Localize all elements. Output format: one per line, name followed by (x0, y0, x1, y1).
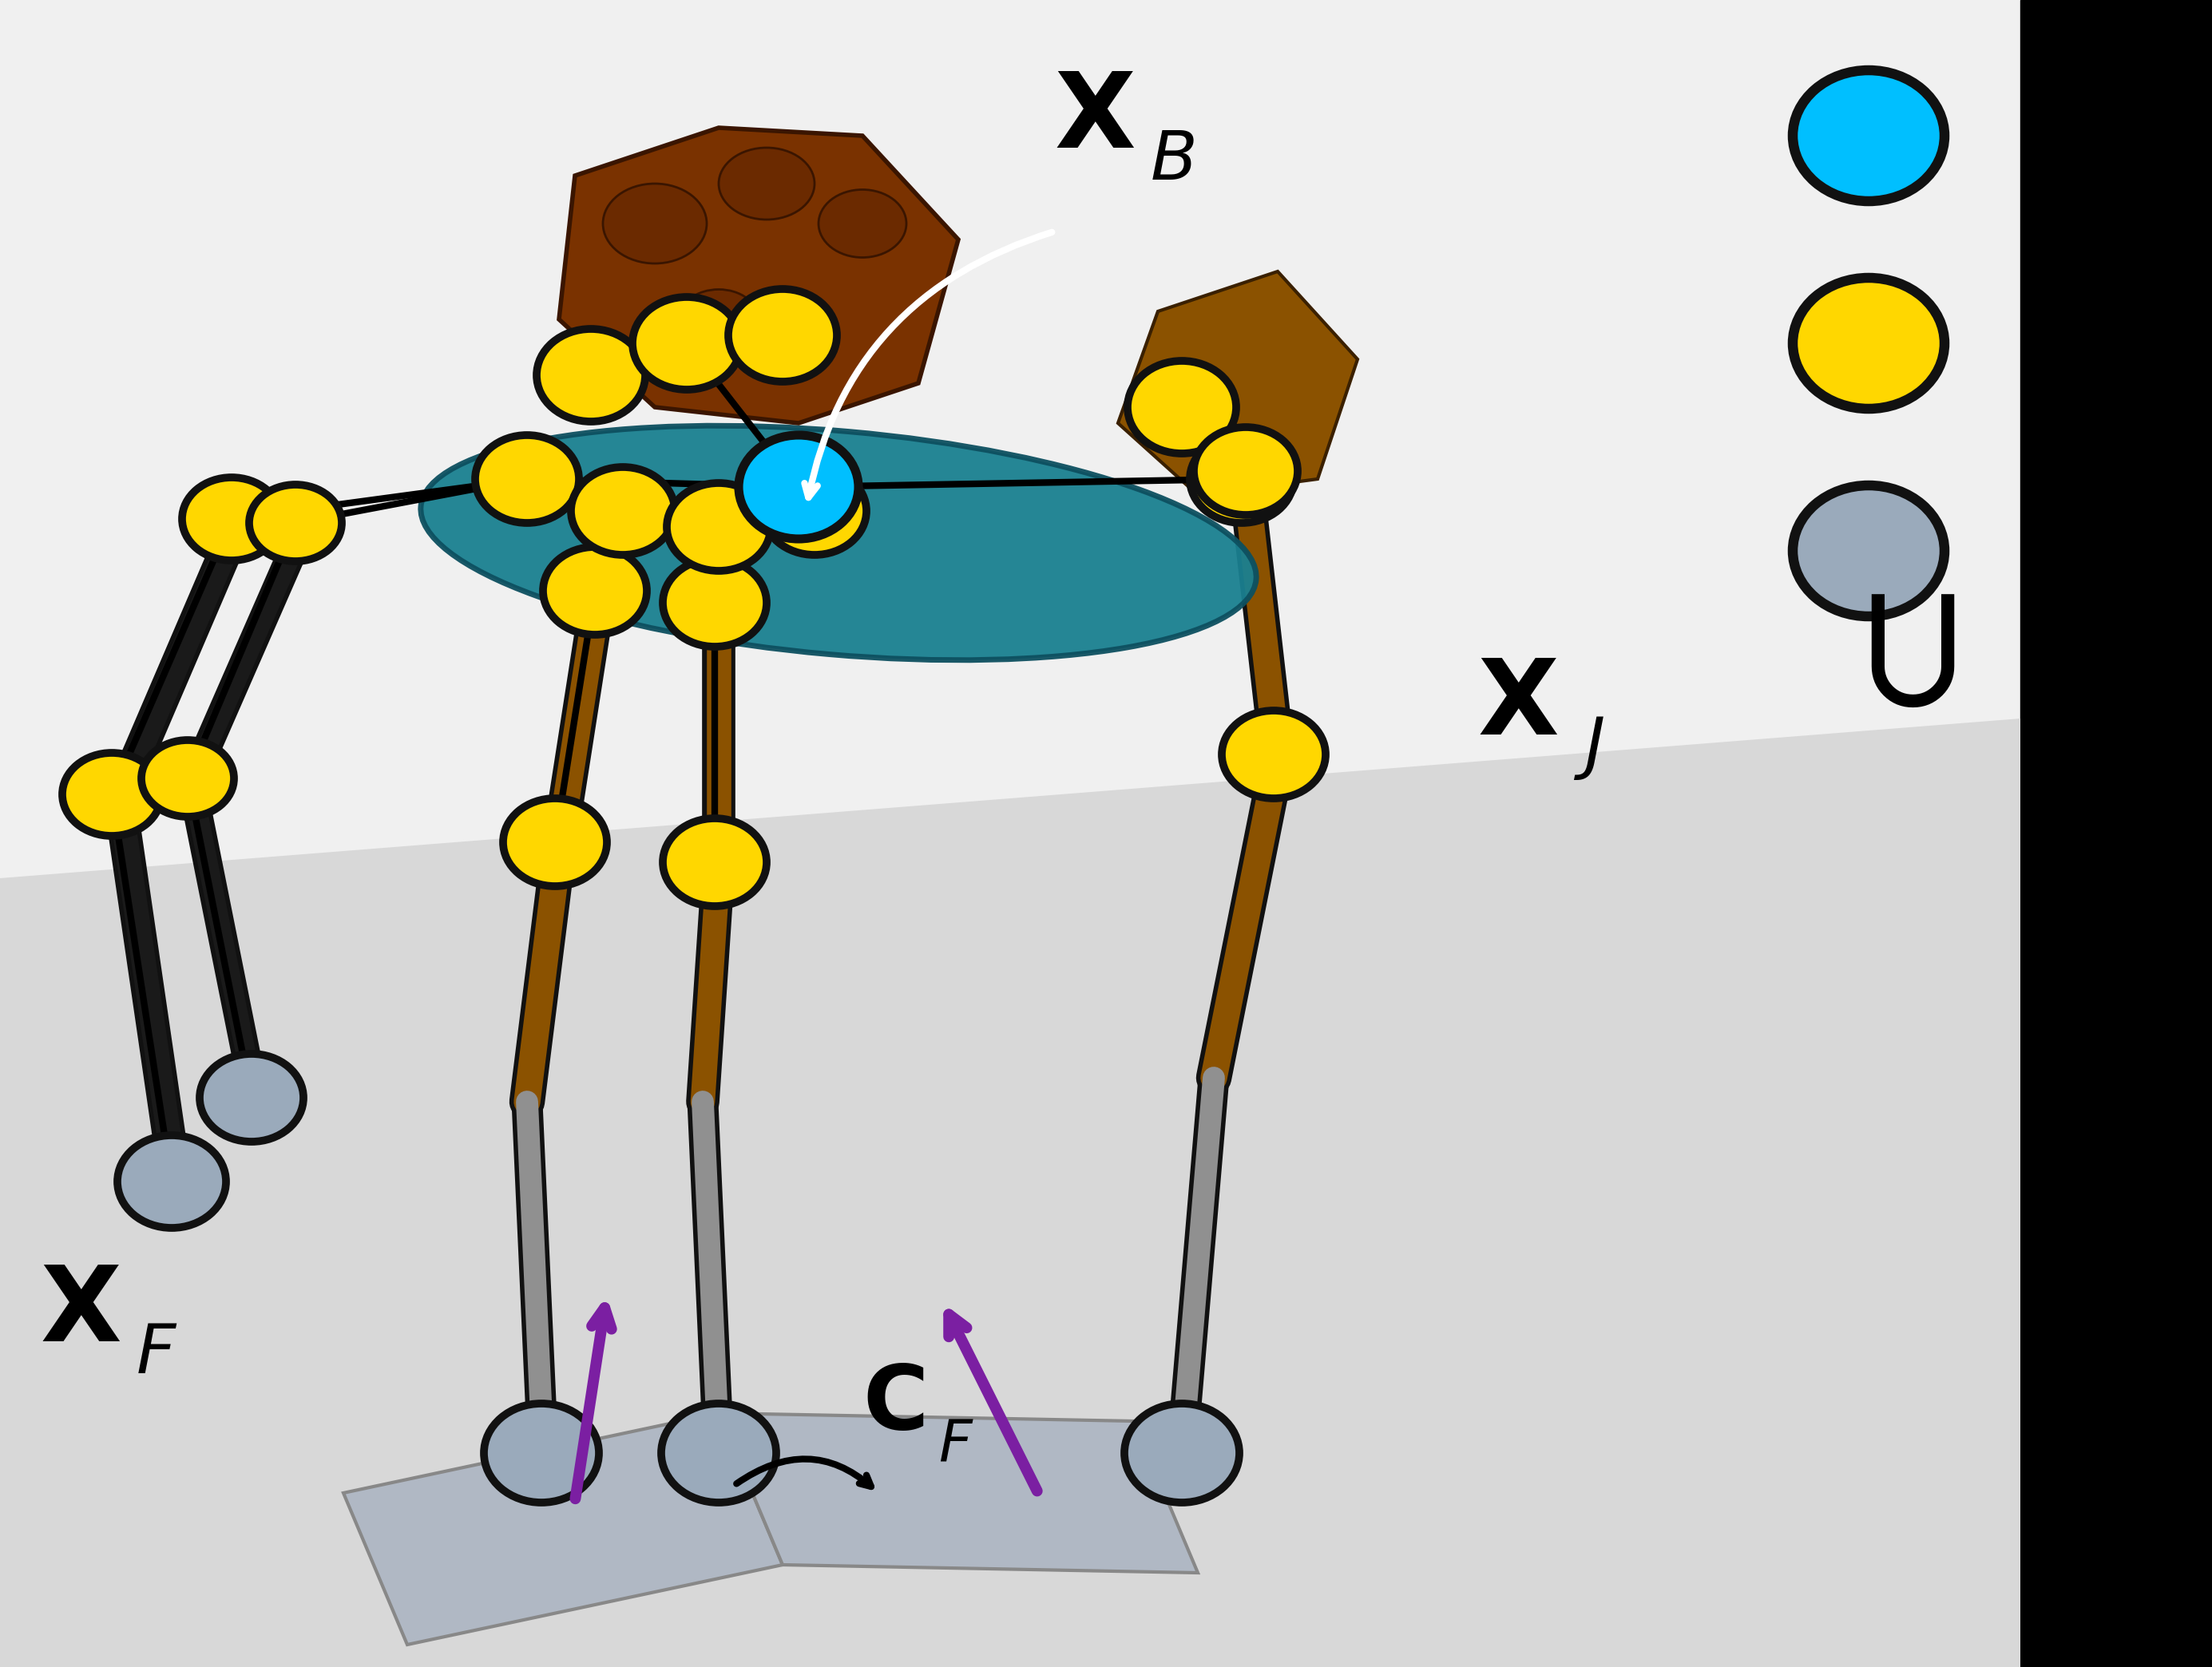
Polygon shape (0, 718, 2020, 1667)
Ellipse shape (484, 1404, 599, 1502)
Ellipse shape (1128, 360, 1237, 453)
Ellipse shape (818, 190, 907, 257)
Ellipse shape (420, 425, 1256, 660)
Polygon shape (719, 1414, 1199, 1572)
Ellipse shape (1792, 278, 1944, 408)
Text: $\supset$: $\supset$ (1820, 540, 1991, 707)
Ellipse shape (142, 740, 234, 817)
Ellipse shape (117, 1135, 226, 1229)
Ellipse shape (679, 290, 759, 350)
Ellipse shape (763, 467, 867, 555)
Ellipse shape (664, 818, 768, 907)
Ellipse shape (1190, 435, 1294, 523)
Ellipse shape (728, 288, 836, 382)
Ellipse shape (250, 485, 343, 562)
Text: $J$: $J$ (1573, 715, 1604, 782)
Ellipse shape (719, 148, 814, 220)
Ellipse shape (1792, 70, 1944, 202)
Ellipse shape (666, 483, 770, 570)
Polygon shape (1117, 272, 1358, 495)
Bar (2020, 0, 2212, 1667)
Text: $\mathbf{X}$: $\mathbf{X}$ (1478, 653, 1557, 757)
Polygon shape (560, 128, 958, 423)
Text: $\mathbf{C}$: $\mathbf{C}$ (863, 1360, 925, 1447)
Ellipse shape (633, 297, 741, 390)
Ellipse shape (739, 435, 858, 538)
Ellipse shape (542, 547, 646, 635)
Polygon shape (343, 1414, 783, 1645)
Ellipse shape (1221, 710, 1325, 798)
Ellipse shape (476, 435, 580, 523)
Ellipse shape (199, 1054, 303, 1142)
Text: $F$: $F$ (135, 1322, 177, 1387)
Ellipse shape (571, 467, 675, 555)
Ellipse shape (661, 1404, 776, 1502)
Ellipse shape (1124, 1404, 1239, 1502)
Ellipse shape (1792, 485, 1944, 617)
Ellipse shape (181, 477, 281, 560)
Ellipse shape (664, 558, 768, 647)
Ellipse shape (502, 798, 606, 887)
Ellipse shape (62, 753, 161, 835)
Ellipse shape (1194, 427, 1298, 515)
Text: $B$: $B$ (1150, 128, 1194, 193)
Ellipse shape (538, 328, 646, 422)
Text: $F$: $F$ (938, 1417, 973, 1474)
Text: $\mathbf{X}$: $\mathbf{X}$ (1055, 67, 1135, 170)
Text: $\mathbf{X}$: $\mathbf{X}$ (40, 1260, 122, 1364)
Ellipse shape (604, 183, 706, 263)
